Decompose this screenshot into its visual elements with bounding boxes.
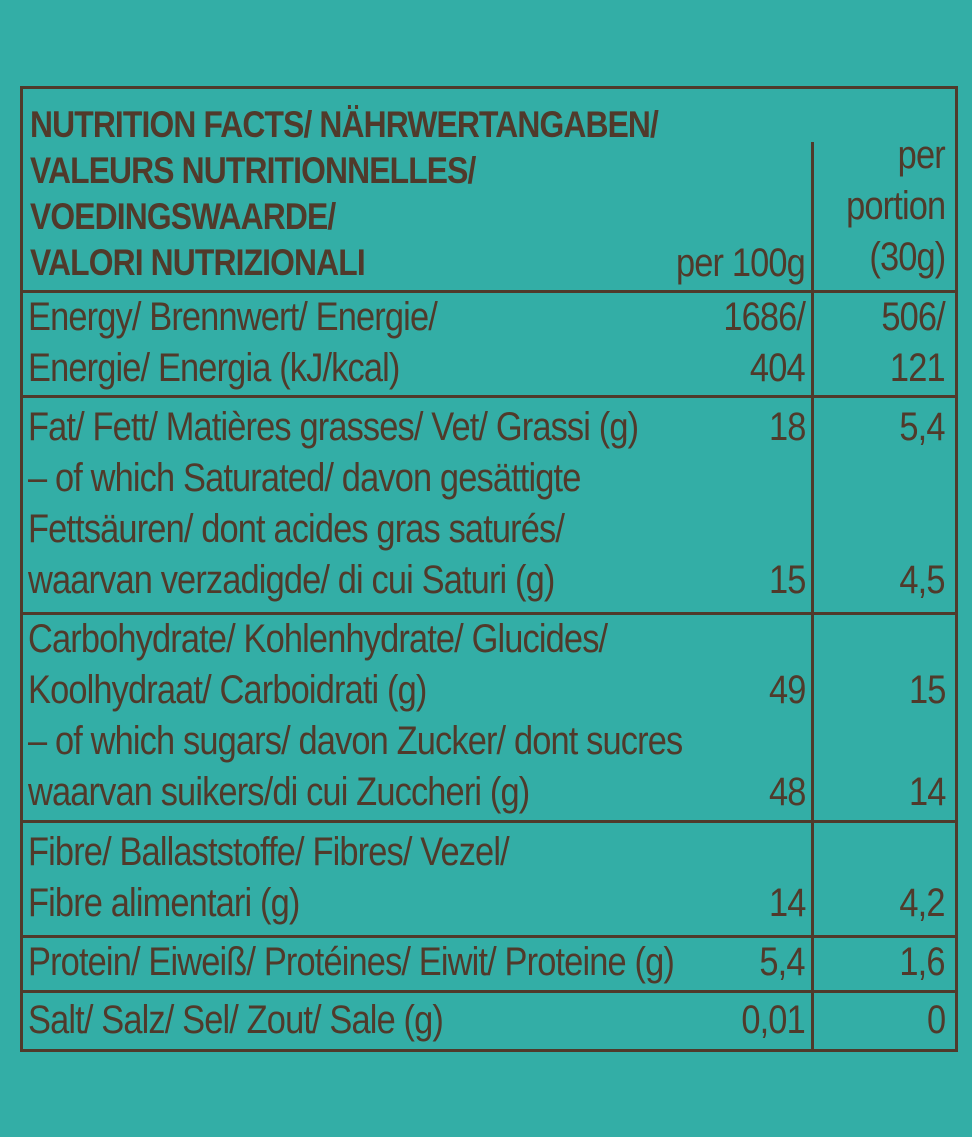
row-separator — [20, 395, 958, 398]
border — [20, 86, 958, 89]
nutrient-label: Protein/ Eiweiß/ Protéines/ Eiwit/ Prote… — [28, 940, 675, 984]
border — [955, 86, 958, 1052]
row-separator — [20, 290, 958, 293]
nutrient-label: Fettsäuren/ dont acides gras saturés/ — [28, 506, 565, 551]
nutrient-label: – of which Saturated/ davon gesättigte — [28, 455, 581, 500]
nutrient-label: Energie/ Energia (kJ/kcal) — [28, 345, 400, 390]
value-per-100g: 14 — [768, 880, 805, 925]
value-per-portion: 4,2 — [899, 880, 946, 925]
value-per-100g: 48 — [768, 770, 805, 814]
nutrient-label: Carbohydrate/ Kohlenhydrate/ Glucides/ — [28, 617, 608, 661]
value-per-portion: 1,6 — [899, 940, 946, 984]
header-title: VOEDINGSWAARDE/ — [30, 196, 336, 237]
value-per-portion: 506/ — [881, 294, 945, 339]
nutrient-label: Koolhydraat/ Carboidrati (g) — [28, 668, 427, 712]
value-per-portion: 121 — [890, 345, 946, 390]
nutrient-label: Fibre/ Ballaststoffe/ Fibres/ Vezel/ — [28, 829, 510, 874]
row-separator — [20, 935, 958, 938]
value-per-100g: 5,4 — [759, 940, 806, 984]
value-per-100g: 404 — [750, 345, 806, 390]
nutrient-label: Energy/ Brennwert/ Energie/ — [28, 294, 438, 339]
nutrient-label: Fat/ Fett/ Matières grasses/ Vet/ Grassi… — [28, 404, 639, 449]
nutrient-label: Fibre alimentari (g) — [28, 880, 300, 925]
nutrient-label: Salt/ Salz/ Sel/ Zout/ Sale (g) — [28, 997, 444, 1042]
column-divider — [811, 142, 814, 1050]
value-per-100g: 49 — [768, 668, 805, 712]
column-header: (30g) — [868, 235, 946, 279]
value-per-100g: 1686/ — [723, 294, 806, 339]
border — [20, 1049, 958, 1052]
header-title: VALORI NUTRIZIONALI — [30, 242, 366, 283]
row-separator — [20, 990, 958, 993]
value-per-portion: 14 — [908, 770, 945, 814]
nutrient-label: – of which sugars/ davon Zucker/ dont su… — [28, 719, 683, 763]
value-per-portion: 5,4 — [899, 404, 946, 449]
value-per-portion: 0 — [926, 997, 946, 1042]
value-per-portion: 15 — [908, 668, 945, 712]
nutrient-label: waarvan verzadigde/ di cui Saturi (g) — [28, 557, 555, 602]
row-separator — [20, 820, 958, 823]
column-header: per — [897, 133, 946, 177]
header-title: VALEURS NUTRITIONNELLES/ — [30, 150, 476, 191]
column-header: portion — [845, 184, 946, 228]
border — [20, 86, 23, 1052]
value-per-portion: 4,5 — [899, 557, 946, 602]
header-title: NUTRITION FACTS/ NÄHRWERTANGABEN/ — [30, 104, 659, 145]
nutrient-label: waarvan suikers/di cui Zuccheri (g) — [28, 770, 530, 814]
value-per-100g: 15 — [768, 557, 805, 602]
value-per-100g: 18 — [768, 404, 805, 449]
row-separator — [20, 612, 958, 615]
column-header: per 100g — [676, 241, 806, 285]
value-per-100g: 0,01 — [741, 997, 805, 1042]
